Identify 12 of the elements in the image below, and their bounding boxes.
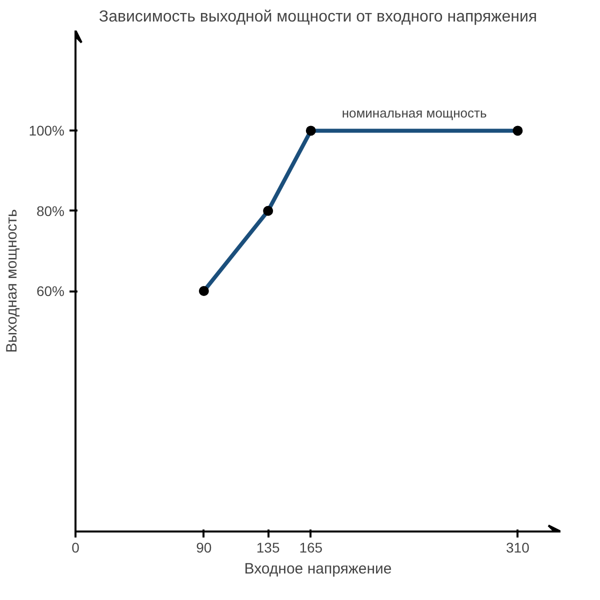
x-tick-label: 165 (299, 540, 323, 556)
y-axis-title: Выходная мощность (4, 209, 21, 353)
annotation: номинальная мощность (342, 106, 487, 121)
y-tick-label: 80% (36, 202, 65, 219)
x-axis-title: Входное напряжение (244, 560, 392, 578)
x-tick-label: 0 (72, 540, 80, 556)
x-tick-label: 310 (506, 540, 530, 556)
chart-title: Зависимость выходной мощности от входного напряжения (98, 8, 538, 26)
x-tick-label: 90 (196, 540, 212, 556)
y-tick-label: 100% (28, 122, 65, 139)
x-tick-label: 135 (256, 540, 280, 556)
y-tick-label: 60% (36, 283, 65, 300)
